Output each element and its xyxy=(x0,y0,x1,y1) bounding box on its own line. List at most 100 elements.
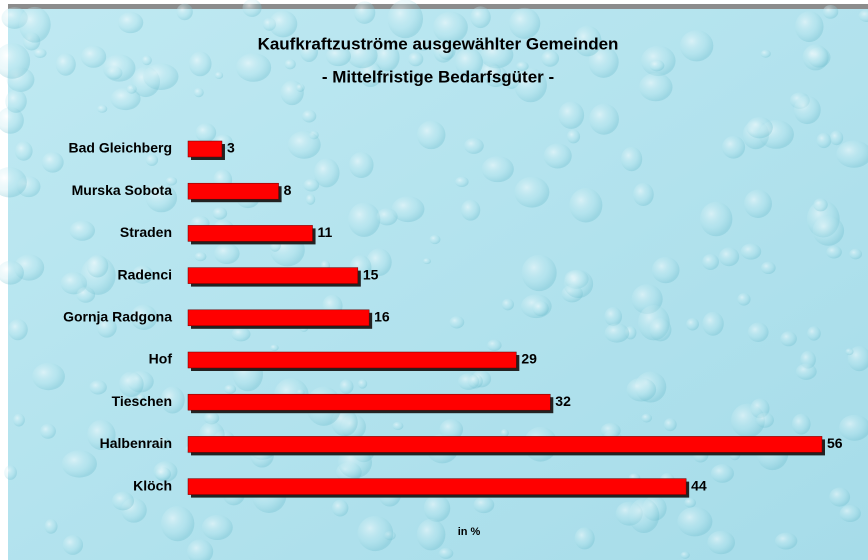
drop xyxy=(628,498,660,534)
drop xyxy=(391,196,425,223)
drop xyxy=(438,547,454,559)
value-label: 29 xyxy=(521,351,537,367)
drop xyxy=(460,199,481,221)
y-tick-label: Radenci xyxy=(118,266,172,282)
drop xyxy=(357,515,394,552)
drop xyxy=(589,103,619,135)
drop xyxy=(145,183,178,213)
drop xyxy=(722,135,746,159)
drop xyxy=(155,467,171,481)
y-tick-label: Murska Sobota xyxy=(72,182,173,198)
drop xyxy=(514,67,547,103)
drop xyxy=(680,551,690,559)
drop xyxy=(97,317,117,338)
drop xyxy=(0,167,27,198)
drop xyxy=(296,83,305,92)
drop xyxy=(165,176,178,186)
drop xyxy=(408,51,424,67)
drop xyxy=(102,54,136,82)
drop xyxy=(849,248,863,260)
drop xyxy=(802,44,829,71)
y-tick-label: Straden xyxy=(120,224,172,240)
drop xyxy=(532,300,549,317)
y-tick-label: Tieschen xyxy=(112,393,172,409)
drop xyxy=(423,494,451,522)
drop xyxy=(710,464,734,483)
bar xyxy=(187,182,279,200)
bar xyxy=(187,393,551,411)
drop xyxy=(0,107,24,134)
drop xyxy=(740,243,762,260)
drop xyxy=(224,384,237,394)
value-label: 56 xyxy=(827,435,843,451)
drop xyxy=(480,41,514,69)
drop xyxy=(87,419,116,450)
drop xyxy=(325,45,351,67)
chart-title: Kaufkraftzuströme ausgewählter Gemeinden xyxy=(258,34,619,53)
drop xyxy=(353,1,376,24)
drop xyxy=(160,505,195,542)
drop xyxy=(357,379,368,389)
drop xyxy=(86,254,109,278)
drop xyxy=(566,129,581,144)
drop xyxy=(287,130,321,159)
drop xyxy=(160,386,185,414)
drop xyxy=(633,182,654,207)
drop xyxy=(0,43,31,79)
drop xyxy=(743,189,772,218)
drop xyxy=(13,413,25,427)
drop xyxy=(521,254,557,292)
drop xyxy=(4,465,17,480)
drop xyxy=(438,42,456,60)
bar xyxy=(187,140,223,158)
drop xyxy=(501,298,514,311)
drop xyxy=(514,176,550,208)
drop xyxy=(483,65,508,88)
drop xyxy=(839,504,861,522)
drop xyxy=(203,411,220,425)
drop xyxy=(858,9,868,22)
drop xyxy=(455,47,483,78)
drop xyxy=(80,45,107,68)
drop xyxy=(604,306,623,326)
drop xyxy=(813,198,828,212)
drop xyxy=(8,319,28,341)
drop xyxy=(55,53,76,76)
top-border xyxy=(8,4,868,9)
drop xyxy=(117,12,144,34)
drop xyxy=(829,130,844,146)
drop xyxy=(331,499,349,517)
drop xyxy=(620,146,643,172)
drop xyxy=(269,10,298,38)
drop xyxy=(201,514,233,541)
chart-subtitle: - Mittelfristige Bedarfsgüter - xyxy=(322,67,554,86)
drop xyxy=(807,326,821,341)
drop xyxy=(157,436,170,450)
drop xyxy=(826,245,842,259)
drop xyxy=(302,109,317,123)
drop xyxy=(89,380,107,395)
drop xyxy=(746,116,773,139)
drop xyxy=(339,379,354,394)
drop xyxy=(176,3,193,21)
y-tick-label: Klöch xyxy=(133,477,172,493)
bar xyxy=(187,351,517,369)
drop xyxy=(464,137,484,154)
drop xyxy=(231,327,251,342)
drop xyxy=(347,42,378,69)
drop xyxy=(69,220,96,241)
bar xyxy=(187,436,823,453)
drop xyxy=(473,496,495,514)
drop xyxy=(429,234,441,245)
drop xyxy=(284,59,296,70)
drop xyxy=(822,4,839,19)
drop xyxy=(780,331,797,347)
drop xyxy=(718,247,740,267)
drop xyxy=(349,151,374,179)
drop xyxy=(760,49,771,58)
drop xyxy=(5,89,27,113)
drop xyxy=(300,41,318,62)
drop xyxy=(626,377,657,402)
drop xyxy=(422,258,431,265)
drop xyxy=(193,87,204,98)
